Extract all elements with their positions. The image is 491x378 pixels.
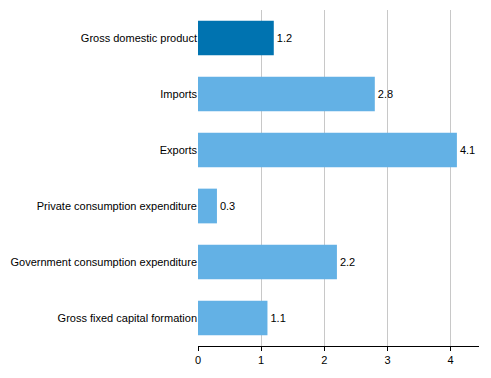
svg-text:Imports: Imports <box>160 88 197 100</box>
svg-text:3: 3 <box>384 354 390 366</box>
svg-text:0: 0 <box>195 354 201 366</box>
svg-text:Private consumption expenditur: Private consumption expenditure <box>37 200 197 212</box>
svg-text:1.1: 1.1 <box>270 312 285 324</box>
svg-text:Gross domestic product: Gross domestic product <box>81 32 197 44</box>
svg-text:1: 1 <box>258 354 264 366</box>
svg-text:Gross fixed capital formation: Gross fixed capital formation <box>58 312 197 324</box>
svg-text:2.2: 2.2 <box>340 256 355 268</box>
svg-text:4: 4 <box>448 354 454 366</box>
svg-text:Exports: Exports <box>160 144 198 156</box>
svg-text:0.3: 0.3 <box>220 200 235 212</box>
svg-text:4.1: 4.1 <box>460 144 475 156</box>
svg-text:2.8: 2.8 <box>378 88 393 100</box>
svg-text:2: 2 <box>321 354 327 366</box>
svg-text:Government consumption expendi: Government consumption expenditure <box>11 256 198 268</box>
svg-text:1.2: 1.2 <box>277 32 292 44</box>
